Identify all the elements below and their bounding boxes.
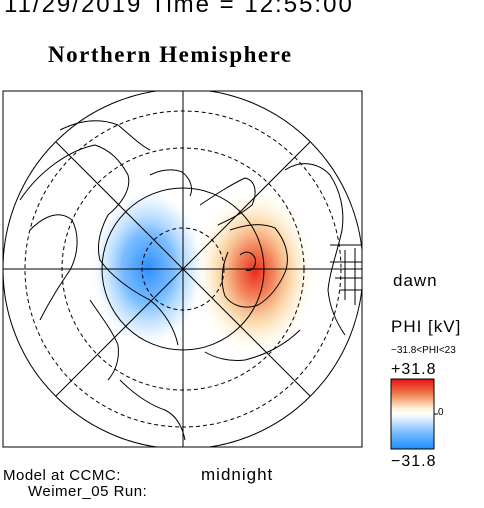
model-label: Model at CCMC: — [3, 467, 121, 484]
colorbar — [390, 378, 435, 450]
positive-phi-cell — [193, 187, 317, 357]
negative-phi-cell — [90, 188, 206, 348]
dawn-label: dawn — [393, 271, 438, 290]
colorbar-max-label: +31.8 — [391, 361, 437, 378]
colorbar-zero-label: 0 — [438, 407, 444, 418]
timestamp: 11/29/2019 Time = 12:55:00 — [4, 0, 354, 18]
colorbar-range-label: −31.8<PHI<23 — [391, 346, 456, 356]
coastlines — [19, 120, 362, 441]
hemisphere-title: Northern Hemisphere — [48, 42, 293, 67]
run-label: Weimer_05 Run: — [28, 483, 148, 500]
colorbar-title: PHI [kV] — [391, 317, 462, 336]
colorbar-min-label: −31.8 — [391, 453, 437, 470]
meridian-lines — [3, 91, 362, 447]
midnight-label: midnight — [201, 465, 274, 484]
